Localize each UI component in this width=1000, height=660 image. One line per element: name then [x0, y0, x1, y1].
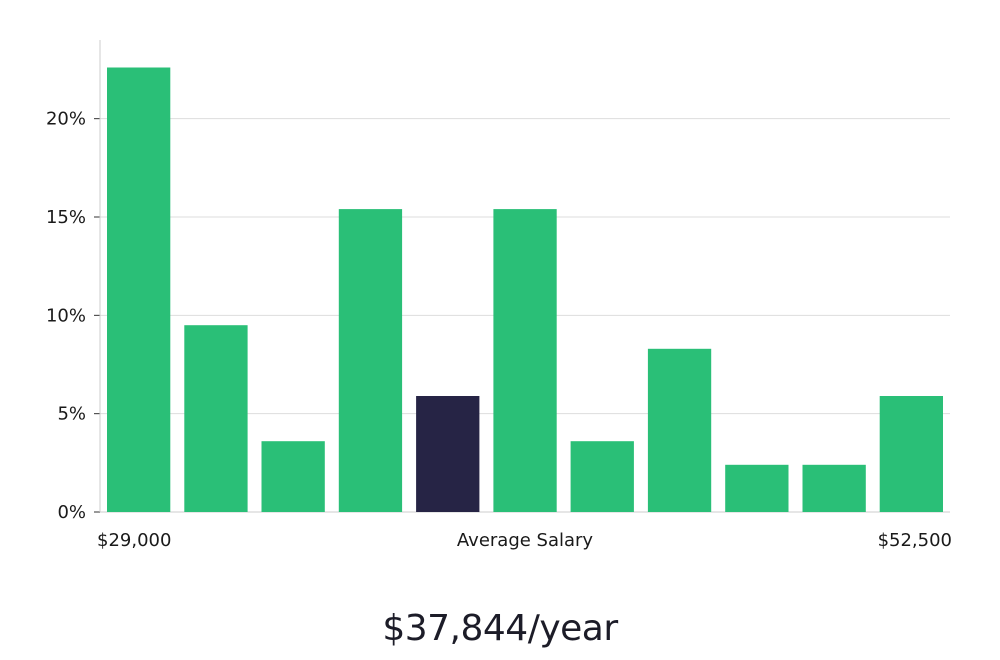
bar: [647, 348, 712, 512]
average-salary-value: $37,844/year: [382, 608, 618, 649]
bar: [261, 441, 325, 512]
y-tick-label: 15%: [46, 207, 86, 228]
bar: [879, 396, 943, 512]
bar-average-highlight: [416, 396, 480, 512]
y-tick-label: 0%: [57, 502, 86, 523]
y-tick-label: 10%: [46, 305, 86, 326]
x-axis-min-label: $29,000: [97, 530, 171, 551]
y-tick-labels: 0% 5% 10% 15% 20%: [46, 109, 86, 523]
bar: [184, 325, 248, 512]
bar: [802, 464, 866, 512]
bars: [107, 67, 943, 512]
y-tick-label: 20%: [46, 109, 86, 130]
bar: [570, 441, 634, 512]
salary-distribution-chart: 0% 5% 10% 15% 20% $29,000 Average Salary $52…: [46, 40, 952, 551]
bar: [338, 209, 403, 512]
bar: [493, 209, 557, 512]
x-axis-center-label: Average Salary: [457, 530, 594, 551]
bar: [725, 464, 789, 512]
x-axis-max-label: $52,500: [878, 530, 952, 551]
y-tick-label: 5%: [57, 404, 86, 425]
bar: [107, 67, 171, 512]
